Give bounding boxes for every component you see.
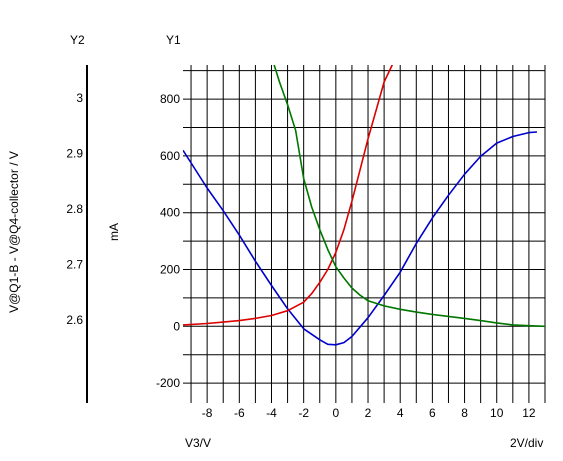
- x-tick-label: 0: [333, 406, 340, 420]
- grid-lines: [183, 65, 546, 403]
- x-tick-label: 2: [365, 406, 372, 420]
- y2-axis-title: Y2: [70, 33, 85, 47]
- y1-tick-label: 600: [160, 149, 180, 163]
- y1-axis-title: Y1: [166, 33, 181, 47]
- x-tick-label: -8: [202, 406, 213, 420]
- y2-tick-label: 3: [76, 91, 83, 105]
- series-line-2: [183, 65, 394, 326]
- x-tick-label: 10: [490, 406, 504, 420]
- series-line-3: [273, 65, 545, 328]
- y1-tick-label: 800: [160, 92, 180, 106]
- series-layer: [183, 65, 545, 346]
- y1-tick-label: 0: [173, 319, 180, 333]
- y1-tick-label: 200: [160, 263, 180, 277]
- y2-tick-label: 2.6: [66, 313, 83, 327]
- x-tick-label: -2: [298, 406, 309, 420]
- x-tick-label: 6: [429, 406, 436, 420]
- y1-tick-label: 400: [160, 206, 180, 220]
- x-axis-scale: 2V/div: [510, 436, 544, 450]
- y2-tick-label: 2.7: [66, 257, 83, 271]
- y2-axis-label: V@Q1-B - V@Q4-collector / V: [6, 151, 21, 313]
- x-tick-label: 8: [461, 406, 468, 420]
- y2-tick-label: 2.9: [66, 147, 83, 161]
- x-tick-label: -6: [234, 406, 245, 420]
- y1-tick-label: -200: [156, 376, 180, 390]
- y2-tick-label: 2.8: [66, 202, 83, 216]
- x-axis-label: V3/V: [185, 436, 212, 450]
- series-line-1: [183, 131, 538, 346]
- x-tick-label: 4: [397, 406, 404, 420]
- x-tick-label: -4: [266, 406, 277, 420]
- axis-ticks: -8 -6 -4 -2 0 2 4 6 8 10 12 -200 0 200 400 600 800 2.6 2.7…: [66, 91, 536, 420]
- x-tick-label: 12: [522, 406, 536, 420]
- y1-axis-unit: mA: [107, 223, 121, 241]
